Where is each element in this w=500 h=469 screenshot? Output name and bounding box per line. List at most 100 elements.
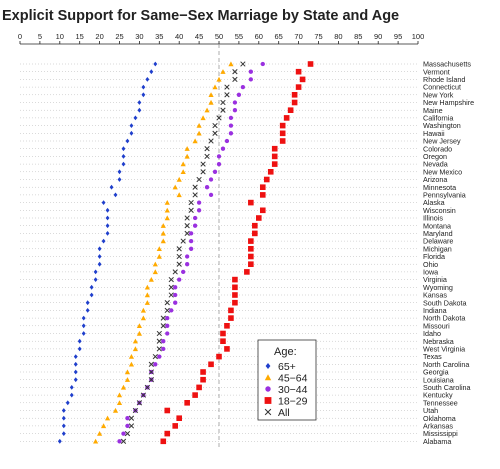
point-18-29 <box>283 115 290 121</box>
point-18-29 <box>184 400 190 406</box>
point-All <box>164 300 170 306</box>
point-65- <box>133 115 138 121</box>
point-All <box>208 138 214 144</box>
point-All <box>180 238 186 244</box>
point-65- <box>109 184 114 190</box>
point-45-64 <box>200 115 206 121</box>
point-All <box>124 430 131 437</box>
cross-stroke <box>124 430 131 437</box>
point-All <box>176 261 182 267</box>
point-65- <box>141 92 146 98</box>
point-45-64 <box>144 292 150 298</box>
point-18-29 <box>232 284 238 291</box>
point-45-64 <box>208 92 214 98</box>
state-label: Delaware <box>423 237 453 246</box>
point-45-64 <box>208 99 214 105</box>
point-All <box>184 230 190 237</box>
point-18-29 <box>291 92 298 98</box>
point-18-29 <box>196 384 202 391</box>
point-18-29 <box>252 230 258 237</box>
x-tick-label: 65 <box>275 32 283 41</box>
point-All <box>156 338 162 344</box>
state-label: Colorado <box>423 144 452 153</box>
x-tick-label: 10 <box>56 32 64 41</box>
point-All <box>224 84 230 90</box>
point-45-64 <box>128 354 135 359</box>
x-tick-label: 75 <box>314 32 322 41</box>
point-18-29 <box>224 346 230 352</box>
point-All <box>192 192 198 198</box>
point-65- <box>57 438 62 444</box>
point-30-44 <box>173 285 178 290</box>
cross-stroke <box>232 69 238 75</box>
cross-stroke <box>224 84 230 90</box>
point-65- <box>153 61 158 67</box>
state-label: Nebraska <box>423 337 454 346</box>
point-45-64 <box>184 153 190 159</box>
point-65- <box>141 84 146 90</box>
point-All <box>172 269 178 275</box>
cross-stroke <box>132 407 139 414</box>
cross-stroke <box>136 400 143 406</box>
point-All <box>156 330 162 337</box>
point-All <box>212 122 218 129</box>
legend-marker <box>265 363 271 369</box>
state-label: New Jersey <box>423 137 461 146</box>
state-label: Arizona <box>423 175 447 184</box>
point-65- <box>69 385 74 390</box>
cross-stroke <box>220 107 226 113</box>
x-tick-label: 0 <box>18 32 22 41</box>
point-65- <box>117 177 122 182</box>
point-30-44 <box>204 185 210 190</box>
data-points <box>57 61 314 445</box>
point-30-44 <box>236 92 242 97</box>
point-65- <box>77 338 82 344</box>
state-label: Georgia <box>423 368 449 377</box>
state-label: Arkansas <box>423 422 453 431</box>
point-45-64 <box>196 130 202 136</box>
point-18-29 <box>259 192 266 198</box>
point-18-29 <box>164 430 171 437</box>
point-All <box>184 223 190 229</box>
point-65- <box>93 269 98 275</box>
point-45-64 <box>140 315 146 321</box>
point-45-64 <box>204 107 210 113</box>
legend-label: 65+ <box>278 361 296 373</box>
point-30-44 <box>228 123 234 128</box>
cross-stroke <box>196 176 202 183</box>
cross-stroke <box>220 99 226 106</box>
point-45-64 <box>120 384 127 390</box>
point-45-64 <box>156 246 162 252</box>
point-All <box>132 407 139 414</box>
state-label: Maine <box>423 106 443 115</box>
legend-marker <box>264 397 272 404</box>
cross-stroke <box>232 76 238 83</box>
state-label: Utah <box>423 406 438 415</box>
point-All <box>216 115 222 121</box>
cross-stroke <box>156 330 162 337</box>
cross-stroke <box>184 223 190 229</box>
point-All <box>168 276 174 283</box>
point-18-29 <box>160 438 167 445</box>
point-18-29 <box>279 122 286 129</box>
legend-label: All <box>278 407 290 419</box>
point-All <box>144 384 151 391</box>
point-45-64 <box>196 123 202 128</box>
point-All <box>184 215 190 221</box>
point-65- <box>121 146 126 152</box>
point-30-44 <box>181 269 186 275</box>
state-label: South Dakota <box>423 298 467 307</box>
point-65- <box>137 107 142 113</box>
point-30-44 <box>173 300 178 305</box>
legend-marker <box>264 408 272 416</box>
point-18-29 <box>267 169 274 175</box>
state-label: Indiana <box>423 306 447 315</box>
point-30-44 <box>188 231 194 236</box>
cross-stroke <box>164 307 170 314</box>
point-All <box>140 392 147 398</box>
state-label: South Carolina <box>423 383 471 392</box>
point-18-29 <box>232 276 238 283</box>
point-45-64 <box>164 207 170 213</box>
